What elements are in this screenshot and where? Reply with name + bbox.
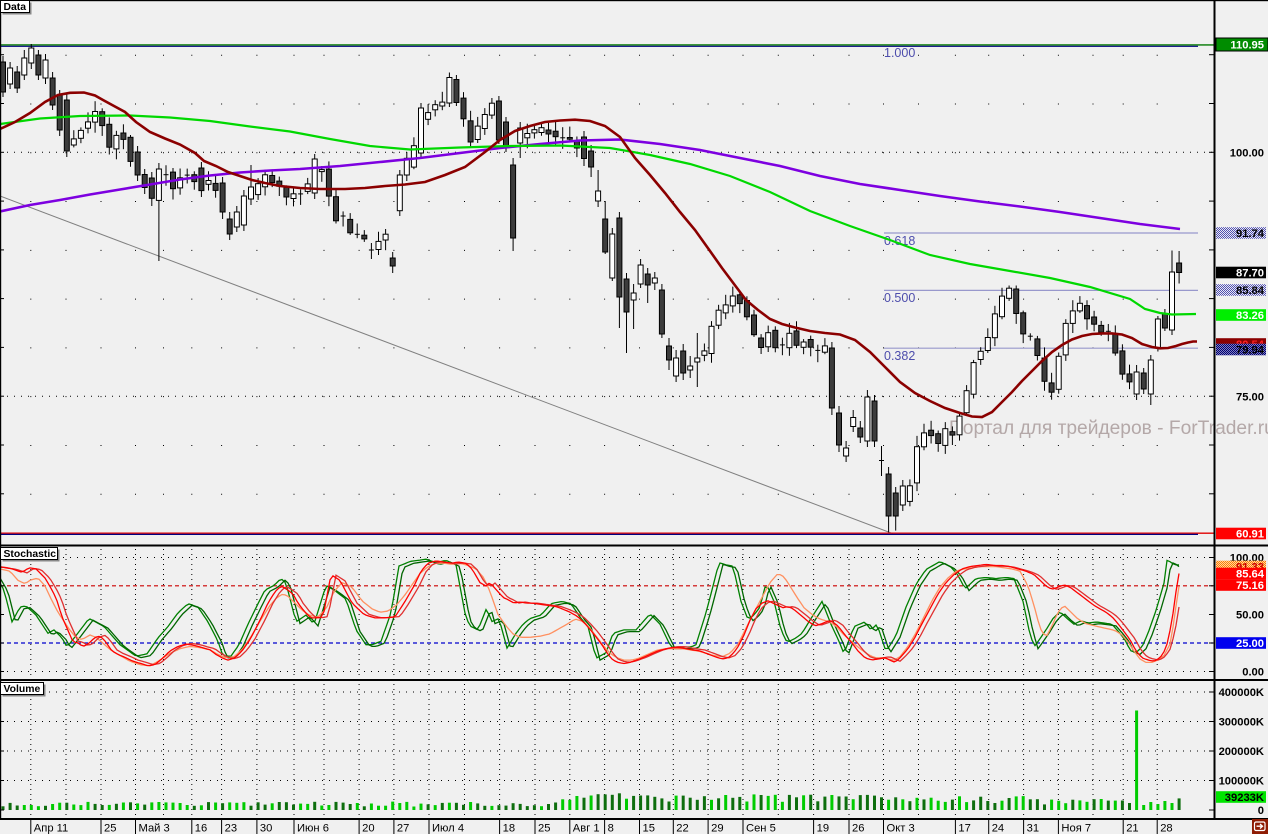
svg-text:60.91: 60.91 — [1236, 529, 1264, 541]
svg-text:Май 3: Май 3 — [139, 823, 170, 834]
svg-text:21: 21 — [1126, 823, 1138, 834]
svg-text:79.94: 79.94 — [1236, 345, 1265, 357]
svg-text:Портал для трейдеров - ForTrad: Портал для трейдеров - ForTrader.ru — [949, 418, 1268, 439]
svg-text:Data: Data — [4, 2, 27, 13]
svg-text:85.84: 85.84 — [1236, 285, 1265, 297]
svg-text:29: 29 — [711, 823, 723, 834]
svg-text:87.70: 87.70 — [1236, 268, 1264, 280]
svg-text:15: 15 — [643, 823, 655, 834]
svg-text:Апр 11: Апр 11 — [34, 823, 68, 834]
svg-text:25: 25 — [538, 823, 550, 834]
svg-text:26: 26 — [852, 823, 864, 834]
svg-text:0.500: 0.500 — [884, 291, 915, 305]
svg-text:1.000: 1.000 — [884, 46, 915, 60]
svg-text:200000K: 200000K — [1219, 746, 1264, 758]
svg-text:25.00: 25.00 — [1236, 638, 1264, 650]
svg-text:20: 20 — [362, 823, 374, 834]
svg-text:0: 0 — [1258, 805, 1264, 817]
svg-text:39233K: 39233K — [1225, 792, 1264, 804]
svg-text:31: 31 — [1027, 823, 1039, 834]
svg-text:75.00: 75.00 — [1236, 391, 1264, 403]
svg-text:100.00: 100.00 — [1230, 147, 1264, 159]
svg-text:Stochastic: Stochastic — [4, 549, 57, 560]
svg-text:Сен 5: Сен 5 — [746, 823, 776, 834]
svg-text:23: 23 — [225, 823, 237, 834]
svg-text:0.618: 0.618 — [884, 234, 915, 248]
svg-text:Окт 3: Окт 3 — [887, 823, 915, 834]
svg-text:110.95: 110.95 — [1230, 40, 1264, 52]
svg-text:19: 19 — [817, 823, 829, 834]
svg-text:50.00: 50.00 — [1236, 610, 1264, 622]
svg-text:27: 27 — [397, 823, 409, 834]
svg-text:400000K: 400000K — [1219, 687, 1264, 699]
svg-text:Ноя 7: Ноя 7 — [1061, 823, 1091, 834]
svg-text:28: 28 — [1160, 823, 1172, 834]
svg-text:75.16: 75.16 — [1236, 580, 1264, 592]
svg-text:Volume: Volume — [4, 684, 41, 695]
svg-text:Июн 6: Июн 6 — [297, 823, 329, 834]
svg-text:8: 8 — [608, 823, 614, 834]
svg-text:18: 18 — [503, 823, 515, 834]
svg-text:24: 24 — [992, 823, 1004, 834]
svg-text:16: 16 — [195, 823, 207, 834]
svg-text:25: 25 — [104, 823, 116, 834]
svg-text:30: 30 — [260, 823, 272, 834]
svg-text:85.64: 85.64 — [1236, 569, 1265, 581]
svg-text:100000K: 100000K — [1219, 776, 1264, 788]
svg-text:Июл 4: Июл 4 — [432, 823, 464, 834]
svg-text:0.382: 0.382 — [884, 349, 915, 363]
svg-text:300000K: 300000K — [1219, 717, 1264, 729]
svg-text:83.26: 83.26 — [1236, 310, 1264, 322]
svg-text:Авг 1: Авг 1 — [573, 823, 600, 834]
svg-text:17: 17 — [958, 823, 970, 834]
svg-text:22: 22 — [676, 823, 688, 834]
svg-text:91.74: 91.74 — [1236, 228, 1265, 240]
svg-text:0.00: 0.00 — [1242, 667, 1264, 679]
